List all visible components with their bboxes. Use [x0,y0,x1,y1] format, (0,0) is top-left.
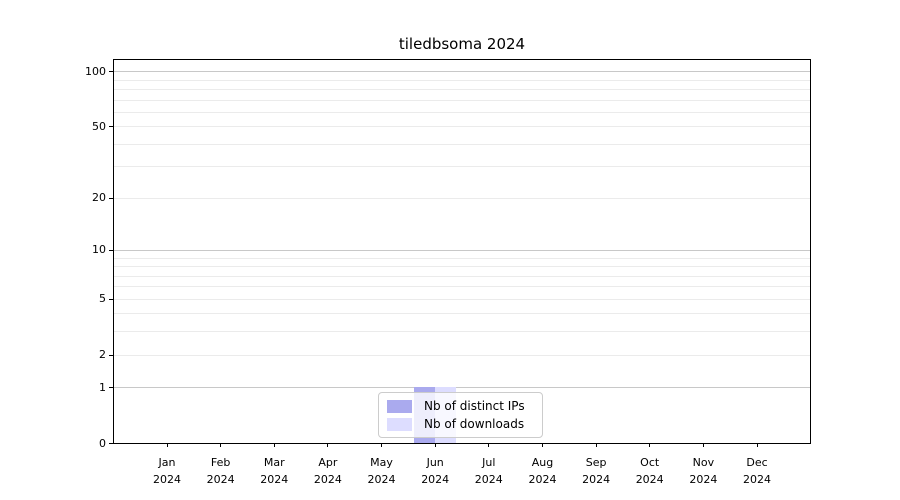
y-tick-mark [109,249,113,251]
gridline-minor [114,79,810,81]
x-tick-mark [327,443,329,447]
y-tick-mark [109,71,113,73]
x-tick-year: 2024 [689,473,718,486]
y-tick-mark [109,443,113,444]
gridline-minor [114,111,810,113]
y-tick-mark [109,387,113,389]
x-tick-label: Jan 2024 [135,454,199,488]
y-tick-label: 2 [99,348,106,361]
x-tick-year: 2024 [313,473,342,486]
x-tick-month: Sep [585,456,607,469]
legend-swatch-downloads [387,417,412,431]
x-tick-month: Apr [318,456,338,469]
y-tick-mark [109,126,113,128]
x-tick-month: Aug [531,456,554,469]
plot-area: Nb of distinct IPs Nb of downloads 0 1 2 5 1… [85,59,811,486]
x-tick-year: 2024 [367,473,396,486]
x-tick-label: Sep 2024 [564,454,628,488]
x-tick-mark [220,443,222,447]
legend-swatch-distinct-ips [387,399,412,413]
y-tick-label: 50 [92,119,106,133]
x-tick-month: Mar [263,456,285,469]
y-tick-label: 10 [92,243,106,257]
x-tick-year: 2024 [474,473,503,486]
y-tick-label: 100 [85,64,106,78]
x-tick-year: 2024 [153,473,181,486]
x-tick-month: Feb [210,456,231,469]
gridline-major [114,387,810,389]
gridline-minor [114,166,810,168]
x-tick-month: Dec [746,456,768,469]
gridline-major [114,249,810,251]
gridline-minor [114,99,810,101]
x-tick-label: Oct 2024 [618,454,682,488]
y-tick-label: 0 [99,436,106,450]
y-tick-mark [109,298,113,300]
x-tick-year: 2024 [582,473,611,486]
x-tick-year: 2024 [421,473,450,486]
gridline-minor [114,275,810,277]
chart-title: tiledbsoma 2024 [398,35,526,53]
gridline-minor [114,88,810,90]
x-tick-month: May [370,456,393,469]
x-tick-month: Jun [426,456,444,469]
gridline-major [114,71,810,73]
y-tick-label: 5 [99,292,106,306]
x-tick-year: 2024 [743,473,771,486]
gridline-minor [114,313,810,315]
x-tick-mark [702,443,704,447]
x-tick-mark [756,443,758,447]
y-tick-mark [109,354,113,356]
x-tick-label: Nov 2024 [671,454,735,488]
gridline-minor [114,286,810,288]
gridline-minor [114,257,810,259]
x-tick-mark [381,443,382,447]
gridline-minor [114,126,810,128]
x-tick-month: Oct [640,456,660,469]
x-tick-mark [649,443,651,447]
x-tick-mark [166,443,168,447]
x-tick-mark [273,443,275,447]
x-tick-label: Jun 2024 [403,454,467,488]
x-tick-label: Feb 2024 [189,454,253,488]
y-tick-label: 1 [99,380,106,394]
x-tick-mark [434,443,436,447]
x-tick-month: Jan [158,456,176,469]
gridline-minor [114,298,810,300]
x-tick-label: Apr 2024 [296,454,360,488]
x-tick-mark [595,443,597,447]
legend-label-distinct-ips: Nb of distinct IPs [424,399,525,413]
gridline-minor [114,197,810,199]
x-tick-year: 2024 [206,473,235,486]
legend-item-distinct-ips: Nb of distinct IPs [387,399,534,413]
x-tick-label: Aug 2024 [511,454,575,488]
y-tick-mark [109,197,113,199]
x-tick-month: Nov [692,456,715,469]
gridline-minor [114,331,810,333]
x-tick-mark [488,443,490,447]
legend-label-downloads: Nb of downloads [424,417,525,431]
legend-item-downloads: Nb of downloads [387,417,534,431]
gridline-minor [114,266,810,267]
x-tick-year: 2024 [635,473,664,486]
x-tick-month: Jul [482,456,496,469]
x-tick-mark [542,443,543,447]
x-tick-year: 2024 [528,473,557,486]
y-tick-label: 20 [92,191,106,205]
x-tick-label: May 2024 [350,454,414,488]
x-tick-year: 2024 [260,473,289,486]
gridline-minor [114,143,810,145]
x-tick-label: Jul 2024 [457,454,521,488]
x-tick-label: Dec 2024 [725,454,789,488]
x-tick-label: Mar 2024 [242,454,306,488]
gridline-minor [114,354,810,356]
legend: Nb of distinct IPs Nb of downloads [378,392,543,438]
